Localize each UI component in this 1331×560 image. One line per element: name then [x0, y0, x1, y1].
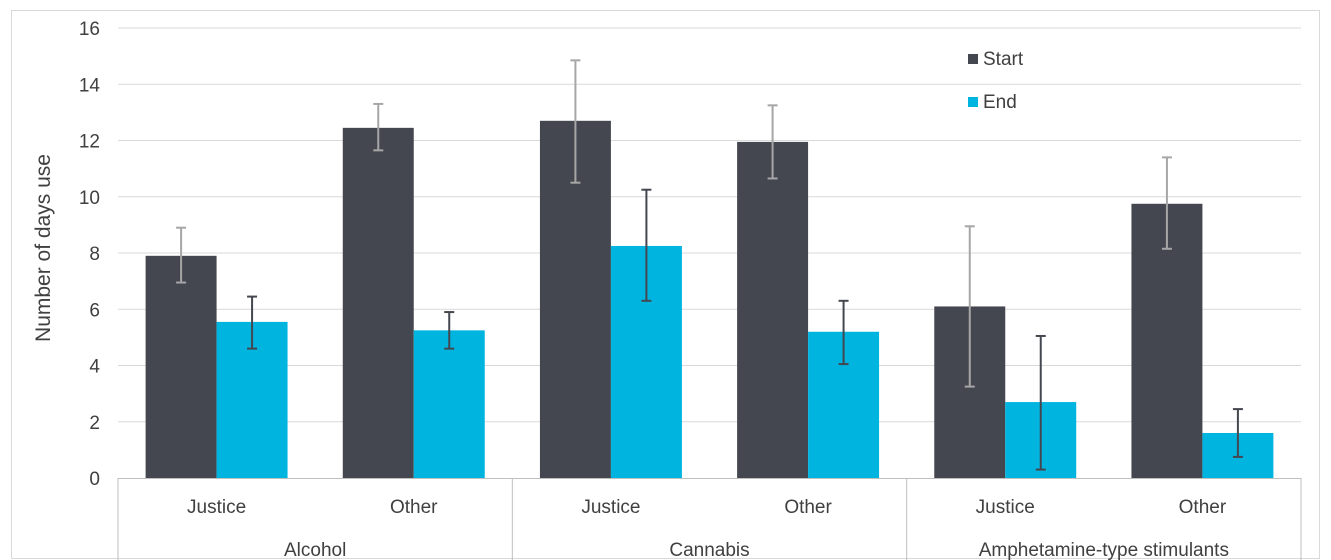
category-label: Other: [784, 497, 832, 518]
group-label: Amphetamine-type stimulants: [979, 540, 1229, 560]
bar-start: [145, 255, 217, 478]
y-tick-label: 4: [89, 357, 100, 378]
y-tick-label: 14: [79, 75, 101, 96]
y-tick-label: 8: [89, 244, 100, 265]
y-axis-ticks: 0 2 4 6 8 10 12 14 16: [79, 19, 101, 490]
y-tick-label: 0: [89, 469, 100, 490]
y-tick-label: 16: [79, 19, 100, 40]
bar-start: [342, 127, 414, 478]
bar-end: [413, 330, 485, 478]
legend-label: End: [983, 92, 1017, 113]
category-label: Justice: [581, 497, 640, 518]
chart-border: [11, 10, 1320, 559]
error-bars-layer: [176, 59, 1243, 471]
y-tick-label: 10: [79, 188, 100, 209]
bar-start: [737, 141, 809, 478]
group-label: Cannabis: [669, 540, 749, 560]
legend-swatch: [968, 97, 978, 107]
legend: Start End: [968, 49, 1024, 113]
legend-swatch: [968, 54, 978, 64]
y-axis-title: Number of days use: [32, 154, 55, 342]
y-tick-label: 2: [89, 413, 100, 434]
x-axis: Justice Other Justice Other Justice Other Alco…: [117, 478, 1302, 560]
gridlines: [118, 27, 1301, 423]
y-tick-label: 12: [79, 132, 100, 153]
category-label: Justice: [976, 497, 1035, 518]
legend-label: Start: [983, 49, 1024, 70]
category-label: Other: [1179, 497, 1227, 518]
category-label: Other: [390, 497, 438, 518]
bars-layer: [145, 120, 1274, 478]
category-label: Justice: [187, 497, 246, 518]
y-tick-label: 6: [89, 300, 100, 321]
group-label: Alcohol: [284, 540, 346, 560]
